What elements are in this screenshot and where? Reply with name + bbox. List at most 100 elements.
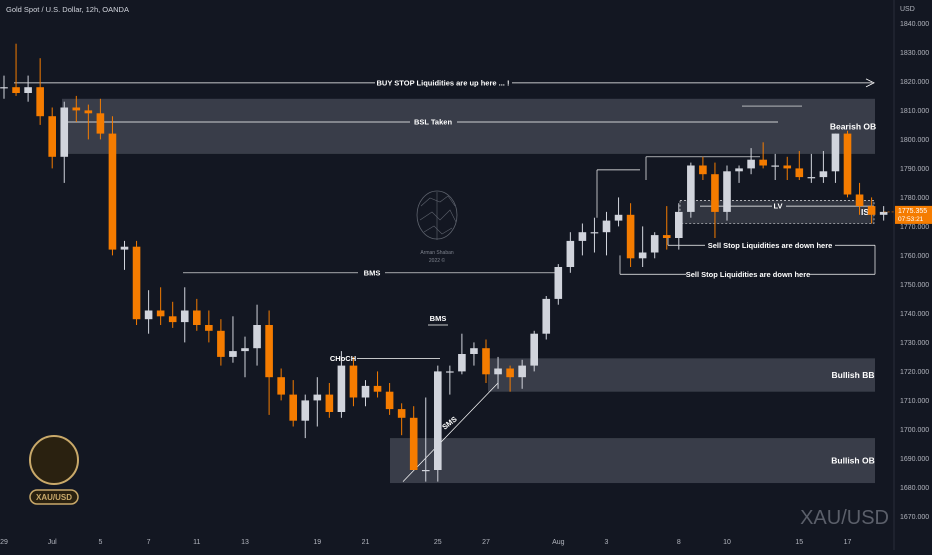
y-tick-label: 1710.000 [900, 398, 929, 405]
candle-body [84, 110, 93, 114]
candle-body [349, 365, 358, 398]
logo-name: Arman Shaban [420, 250, 454, 256]
zone-label: Bullish OB [831, 456, 874, 466]
candle-body [554, 267, 563, 299]
badge-label: XAU/USD [36, 493, 72, 502]
candle-body [783, 165, 792, 169]
candle-body [675, 211, 683, 238]
candle-body [36, 87, 44, 117]
candle-body [301, 400, 310, 421]
arrow-right-icon [865, 78, 875, 88]
candle-body [421, 470, 430, 472]
candle-body [385, 391, 394, 410]
candle-body [289, 394, 297, 421]
annotation-sell_stop_1: Sell Stop Liquidities are down here [708, 241, 833, 250]
y-tick-label: 1700.000 [900, 427, 929, 434]
candle-body [759, 159, 767, 166]
x-tick-label: 8 [677, 539, 681, 546]
chart-title: Gold Spot / U.S. Dollar, 12h, OANDA [6, 5, 129, 14]
candle-body [24, 87, 32, 93]
candle-body [699, 165, 707, 175]
candle-body [325, 394, 334, 412]
x-tick-label: 27 [482, 539, 490, 546]
candle-body [96, 113, 105, 134]
y-tick-label: 1800.000 [900, 137, 929, 144]
candle-body [590, 232, 599, 234]
candle-body [144, 310, 153, 320]
symbol-watermark: XAU/USD [800, 507, 889, 529]
current-price-tag: 1775.355 07:53:21 [895, 205, 932, 224]
candle-body [602, 220, 611, 233]
candle-body [542, 298, 551, 334]
y-tick-label: 1730.000 [900, 340, 929, 347]
candle-body [638, 252, 647, 259]
annotation-bms_2: BMS [430, 314, 447, 323]
y-tick-label: 1820.000 [900, 79, 929, 86]
y-tick-label: 1740.000 [900, 311, 929, 318]
annotation-bsl_taken: BSL Taken [414, 118, 452, 127]
zone-bullish-bb [488, 358, 875, 392]
candle-body [650, 235, 659, 253]
candle-body [807, 177, 816, 179]
candle-body [156, 310, 165, 317]
y-tick-label: 1670.000 [900, 514, 929, 521]
candle-body [337, 365, 346, 412]
candle-body [530, 333, 538, 366]
y-tick-label: 1750.000 [900, 282, 929, 289]
candle-body [578, 232, 587, 241]
x-tick-label: Aug [552, 539, 565, 546]
candle-body [494, 368, 502, 375]
candle-body [193, 310, 201, 325]
x-tick-label: 3 [605, 539, 609, 546]
gold-bars-badge-icon [29, 435, 79, 505]
x-tick-label: Jul [48, 539, 57, 546]
y-tick-label: 1690.000 [900, 456, 929, 463]
candle-body [771, 165, 779, 167]
candle-body [60, 107, 69, 157]
annotation-bms_1: BMS [364, 268, 381, 277]
annotation-buy_stop: BUY STOP Liquidities are up here ... ! [377, 78, 510, 87]
candle-body [687, 165, 695, 212]
candles-layer [0, 43, 888, 482]
candle-body [434, 371, 442, 470]
y-tick-label: 1830.000 [900, 50, 929, 57]
y-tick-label: 1840.000 [900, 21, 929, 28]
zone-label: Bullish BB [832, 370, 875, 380]
candle-body [518, 365, 526, 378]
candle-body [662, 235, 671, 238]
candle-body [723, 171, 731, 212]
candle-body [506, 368, 514, 378]
annotation-labels-layer: BUY STOP Liquidities are up here ... ! BS… [330, 78, 894, 432]
candle-body [711, 174, 719, 212]
annotation-choch: CHoCH [330, 354, 356, 363]
x-tick-label: 5 [98, 539, 102, 546]
x-tick-label: 21 [362, 539, 370, 546]
annotation-lv: LV [773, 202, 782, 211]
candle-body [253, 325, 261, 349]
x-tick-label: 19 [313, 539, 321, 546]
candle-body [795, 168, 804, 178]
logo-year: 2022 © [429, 257, 446, 264]
candle-body [361, 385, 370, 398]
x-tick-label: 17 [844, 539, 852, 546]
candle-body [747, 159, 755, 169]
candle-body [819, 171, 828, 178]
candle-body [458, 354, 466, 372]
y-tick-label: 1780.000 [900, 195, 929, 202]
candle-body [108, 133, 117, 250]
x-tick-label: 29 [0, 539, 8, 546]
price-axis[interactable] [894, 0, 932, 550]
y-tick-label: 1770.000 [900, 224, 929, 231]
candle-body [277, 377, 285, 395]
annotation-sell_stop_2: Sell Stop Liquidities are down here [686, 270, 811, 279]
candle-body [867, 206, 876, 215]
candle-body [12, 87, 20, 93]
candle-body [446, 371, 454, 373]
candle-body [482, 348, 490, 375]
x-tick-label: 25 [434, 539, 442, 546]
zone-bullish-ob [390, 438, 875, 484]
x-tick-label: 11 [193, 539, 200, 546]
candle-body [855, 194, 864, 207]
